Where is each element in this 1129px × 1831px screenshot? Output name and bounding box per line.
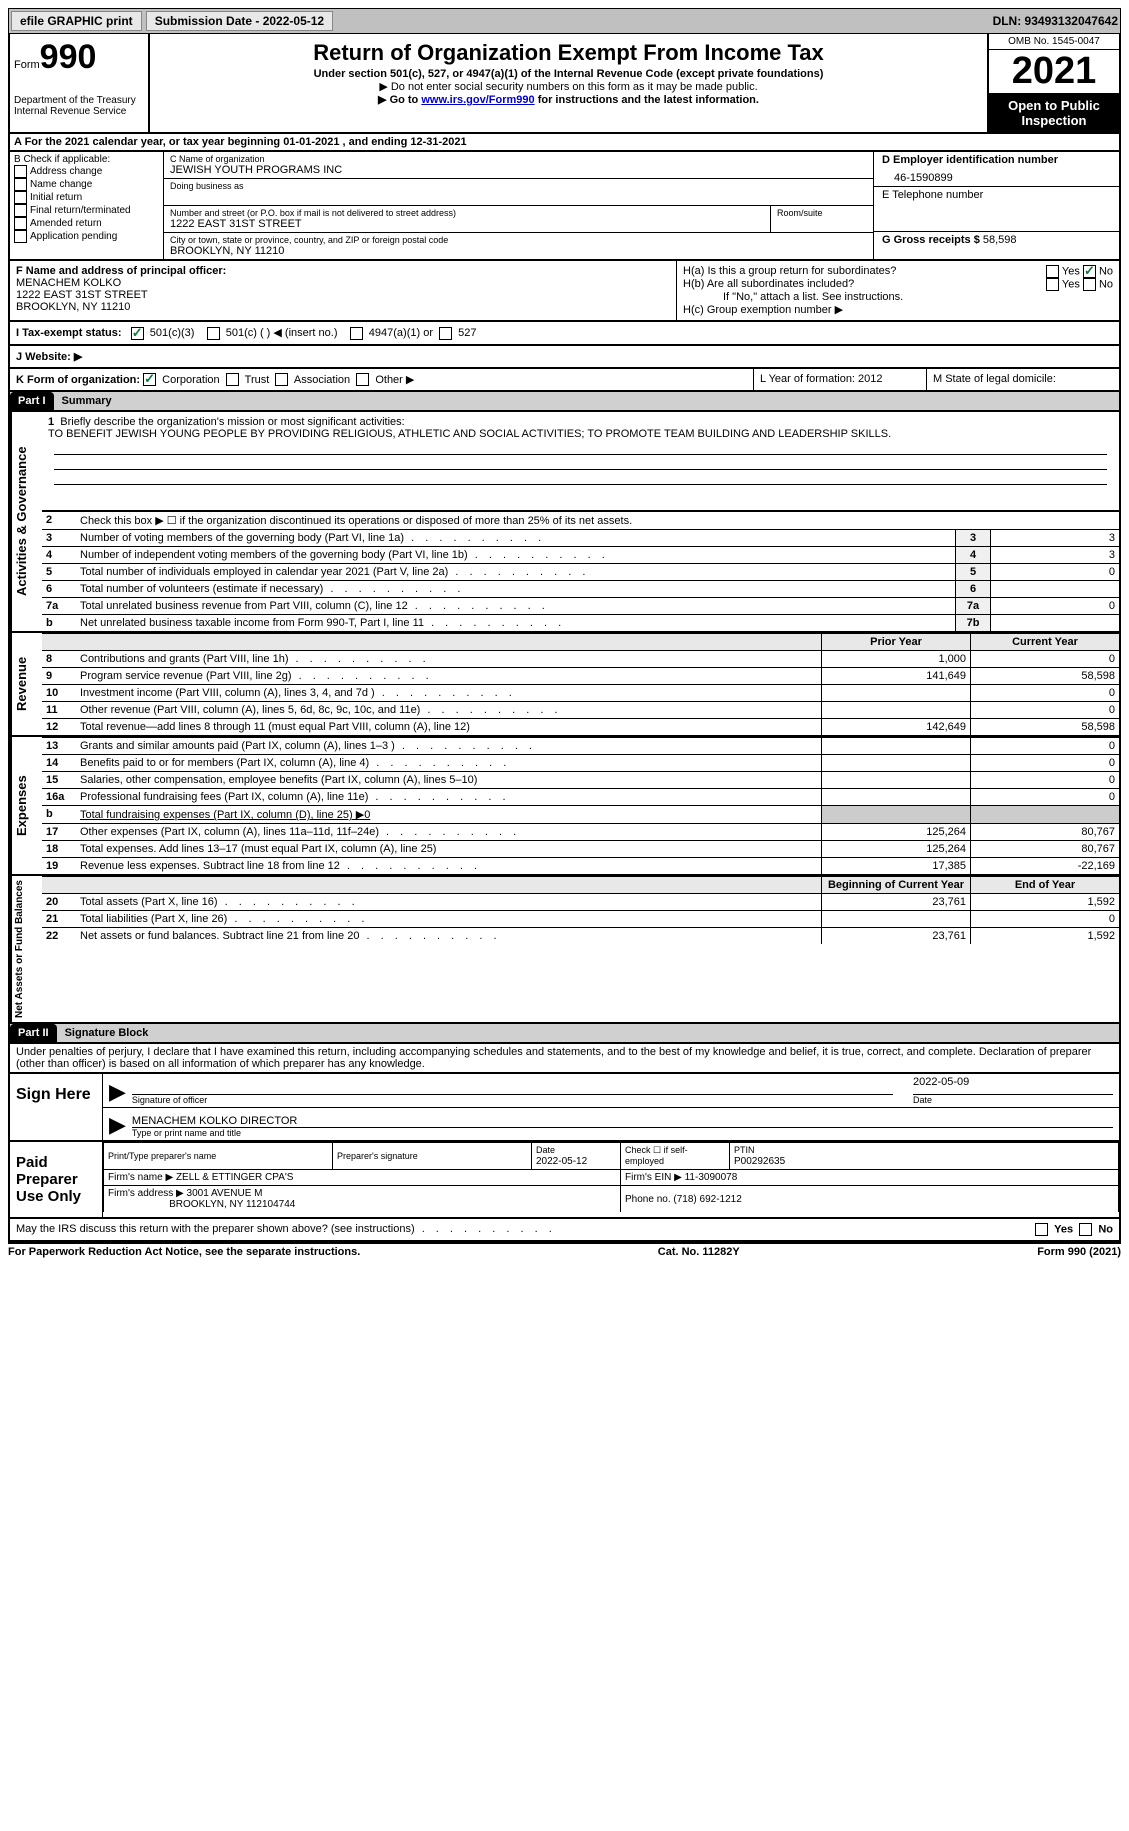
irs-label: Internal Revenue Service <box>14 106 144 117</box>
activities-section: Activities & Governance 1 Briefly descri… <box>8 412 1121 633</box>
box-c: C Name of organization JEWISH YOUTH PROG… <box>164 152 874 259</box>
omb-number: OMB No. 1545-0047 <box>989 34 1119 50</box>
expenses-section: Expenses 13Grants and similar amounts pa… <box>8 737 1121 876</box>
note-goto: ▶ Go to www.irs.gov/Form990 for instruct… <box>154 93 983 106</box>
topbar: efile GRAPHIC print Submission Date - 20… <box>8 8 1121 34</box>
ein: 46-1590899 <box>882 166 1111 184</box>
org-street: 1222 EAST 31ST STREET <box>170 218 764 230</box>
form-title: Return of Organization Exempt From Incom… <box>154 40 983 66</box>
website-row: J Website: ▶ <box>8 346 1121 369</box>
form-subtitle: Under section 501(c), 527, or 4947(a)(1)… <box>154 68 983 80</box>
open-inspection: Open to Public Inspection <box>989 94 1119 132</box>
tax-year: 2021 <box>989 50 1119 94</box>
block-bcd: B Check if applicable: Address change Na… <box>8 152 1121 261</box>
org-city: BROOKLYN, NY 11210 <box>170 245 867 257</box>
row-a-period: A For the 2021 calendar year, or tax yea… <box>8 134 1121 152</box>
box-h: H(a) Is this a group return for subordin… <box>677 261 1119 320</box>
org-name: JEWISH YOUTH PROGRAMS INC <box>170 164 867 176</box>
dept-treasury: Department of the Treasury <box>14 95 144 106</box>
state-domicile: M State of legal domicile: <box>927 369 1119 391</box>
may-irs-discuss: May the IRS discuss this return with the… <box>8 1219 1121 1242</box>
klm-row: K Form of organization: Corporation Trus… <box>8 369 1121 393</box>
dln: DLN: 93493132047642 <box>993 14 1118 28</box>
box-d: D Employer identification number 46-1590… <box>874 152 1119 259</box>
sign-here-block: Sign Here ▶ Signature of officer 2022-05… <box>8 1074 1121 1142</box>
note-ssn: ▶ Do not enter social security numbers o… <box>154 80 983 93</box>
box-f: F Name and address of principal officer:… <box>10 261 677 320</box>
penalties-text: Under penalties of perjury, I declare th… <box>8 1044 1121 1074</box>
firm-name: ZELL & ETTINGER CPA'S <box>176 1172 294 1183</box>
mission-text: TO BENEFIT JEWISH YOUNG PEOPLE BY PROVID… <box>48 428 891 440</box>
paid-preparer-block: Paid Preparer Use Only Print/Type prepar… <box>8 1142 1121 1219</box>
box-b: B Check if applicable: Address change Na… <box>10 152 164 259</box>
net-assets-section: Net Assets or Fund Balances Beginning of… <box>8 876 1121 1024</box>
part1-bar: Part I Summary <box>8 392 1121 412</box>
submission-date: Submission Date - 2022-05-12 <box>146 11 333 31</box>
form-header: Form990 Department of the Treasury Inter… <box>8 34 1121 134</box>
gross-receipts: 58,598 <box>983 234 1017 246</box>
irs-link[interactable]: www.irs.gov/Form990 <box>421 94 534 106</box>
year-formation: L Year of formation: 2012 <box>754 369 927 391</box>
signature-arrow-icon: ▶ <box>109 1079 126 1105</box>
part2-bar: Part II Signature Block <box>8 1024 1121 1044</box>
efile-button[interactable]: efile GRAPHIC print <box>11 11 142 31</box>
page-footer: For Paperwork Reduction Act Notice, see … <box>8 1242 1121 1258</box>
officer-name: MENACHEM KOLKO DIRECTOR <box>132 1115 1113 1128</box>
form-number: Form990 <box>14 38 144 77</box>
signature-arrow-icon: ▶ <box>109 1112 126 1138</box>
revenue-section: Revenue Prior YearCurrent Year 8Contribu… <box>8 633 1121 737</box>
tax-exempt-row: I Tax-exempt status: 501(c)(3) 501(c) ( … <box>8 322 1121 346</box>
block-fh: F Name and address of principal officer:… <box>8 261 1121 322</box>
